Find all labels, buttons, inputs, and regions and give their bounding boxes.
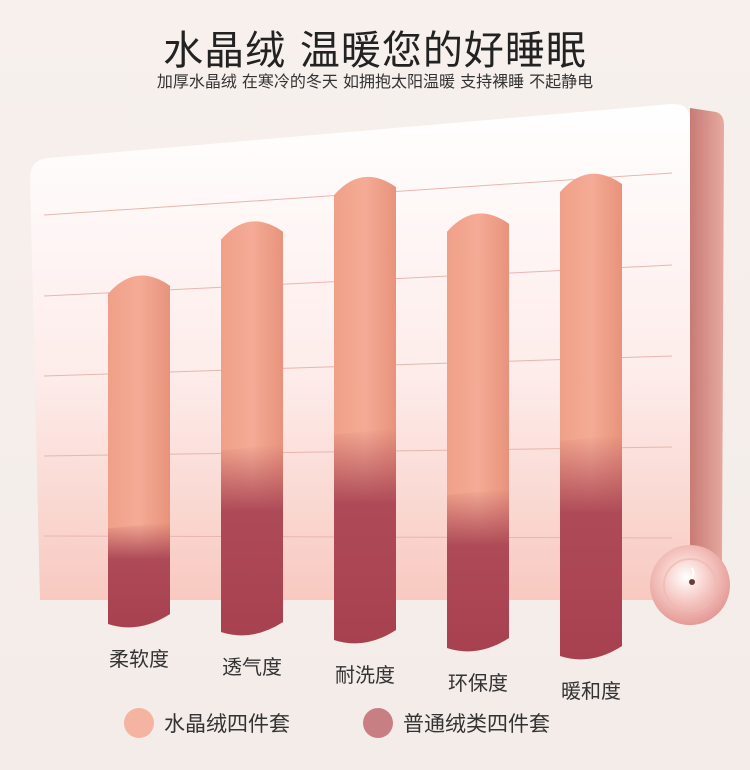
legend-label-b: 普通绒类四件套	[403, 712, 550, 736]
legend-swatch-a	[124, 708, 154, 738]
category-label: 柔软度	[109, 647, 169, 671]
category-label: 耐洗度	[335, 663, 395, 687]
bar-series-b	[447, 489, 509, 652]
bar-series-b	[334, 428, 396, 644]
legend-label-a: 水晶绒四件套	[164, 712, 290, 736]
legend-item-a: 水晶绒四件套	[124, 708, 290, 738]
legend: 水晶绒四件套 普通绒类四件套	[0, 708, 750, 748]
category-label: 暖和度	[561, 679, 621, 703]
chart-title: 水晶绒 温暖您的好睡眠	[163, 28, 587, 74]
bar-series-b	[221, 444, 283, 636]
chart-subtitle: 加厚水晶绒 在寒冷的冬天 如拥抱太阳温暖 支持裸睡 不起静电	[156, 72, 594, 91]
bars	[108, 173, 622, 660]
category-labels: 柔软度 透气度 耐洗度 环保度 暖和度	[109, 647, 621, 703]
bar-series-b	[560, 434, 622, 660]
category-label: 透气度	[222, 655, 282, 679]
board-side	[690, 108, 724, 584]
category-label: 环保度	[448, 671, 508, 695]
bar-series-b	[108, 522, 170, 628]
legend-swatch-b	[363, 708, 393, 738]
legend-item-b: 普通绒类四件套	[363, 708, 550, 738]
ornament-icon	[650, 545, 730, 625]
